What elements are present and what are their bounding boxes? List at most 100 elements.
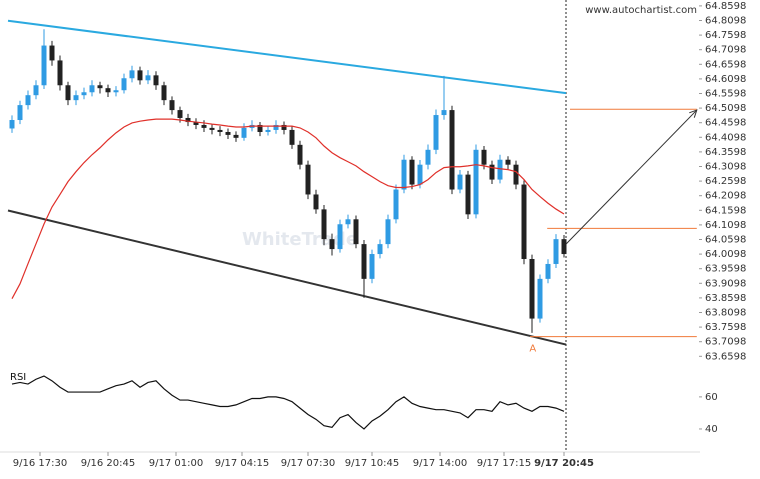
candle-body xyxy=(137,70,143,81)
y-tick-label: 63.8098 xyxy=(705,307,746,318)
candle-body xyxy=(345,219,351,225)
candle-body xyxy=(473,149,479,215)
candle-body xyxy=(289,129,295,145)
x-tick-label: 9/17 20:45 xyxy=(534,458,594,469)
candle-body xyxy=(129,70,135,79)
y-tick-label: 63.6598 xyxy=(705,351,746,362)
y-tick-label: 64.0598 xyxy=(705,234,746,245)
rsi-label: RSI xyxy=(10,372,26,383)
y-tick-label: 64.4098 xyxy=(705,132,746,143)
candle-body xyxy=(425,149,431,165)
y-tick-label: 64.8098 xyxy=(705,15,746,26)
candle-body xyxy=(89,85,95,93)
candle-body xyxy=(313,194,319,210)
point-label: A xyxy=(529,344,536,355)
candle-body xyxy=(545,263,551,279)
candle-body xyxy=(217,129,223,132)
candle-body xyxy=(497,159,503,180)
y-tick-label: 64.3098 xyxy=(705,161,746,172)
y-tick-label: 64.1098 xyxy=(705,220,746,231)
candle-body xyxy=(161,85,167,101)
candle-body xyxy=(193,122,199,125)
candle-body xyxy=(233,134,239,138)
candle-body xyxy=(113,90,119,93)
candle-body xyxy=(57,60,63,86)
candle-body xyxy=(177,110,183,118)
source: www.autochartist.com xyxy=(585,5,697,16)
candle-body xyxy=(273,124,279,130)
candle-body xyxy=(457,174,463,190)
candle-body xyxy=(433,115,439,150)
candle-body xyxy=(33,85,39,96)
candle-body xyxy=(153,75,159,86)
y-tick-label: 63.8598 xyxy=(705,293,746,304)
y-tick-label: 64.2598 xyxy=(705,176,746,187)
rsi-line xyxy=(11,375,565,430)
candle-body xyxy=(441,110,447,116)
watermark: WhiteTrade xyxy=(242,229,358,250)
candle-body xyxy=(409,159,415,185)
candle-body xyxy=(49,45,55,61)
y-tick-label: 64.5098 xyxy=(705,103,746,114)
candle-body xyxy=(297,144,303,165)
candle-body xyxy=(449,110,455,190)
candle-body xyxy=(465,174,471,215)
candle-body xyxy=(81,92,87,96)
candle-body xyxy=(561,239,567,255)
candle-body xyxy=(321,209,327,240)
candle-body xyxy=(369,254,375,279)
candle-body xyxy=(489,164,495,180)
candle-body xyxy=(305,164,311,195)
candle-body xyxy=(385,219,391,245)
y-tick-label: 64.7098 xyxy=(705,45,746,56)
candle-body xyxy=(553,239,559,264)
y-tick-label: 64.5598 xyxy=(705,88,746,99)
candle-body xyxy=(209,127,215,130)
y-tick-label: 63.9598 xyxy=(705,264,746,275)
candle-body xyxy=(337,224,343,250)
candle-body xyxy=(505,159,511,165)
candle-body xyxy=(353,219,359,245)
y-tick-label: 64.2098 xyxy=(705,191,746,202)
candle-body xyxy=(281,124,287,130)
x-tick-label: 9/17 07:30 xyxy=(281,458,335,469)
x-tick-label: 9/16 17:30 xyxy=(13,458,67,469)
candle-body xyxy=(25,95,31,106)
candle-body xyxy=(201,124,207,128)
candle-body xyxy=(377,244,383,255)
candle-body xyxy=(65,85,71,101)
moving-average xyxy=(11,118,565,299)
y-tick-label: 64.6098 xyxy=(705,74,746,85)
candle-body xyxy=(9,120,15,129)
x-tick-label: 9/17 14:00 xyxy=(413,458,467,469)
candle-body xyxy=(241,127,247,138)
x-tick-label: 9/16 20:45 xyxy=(81,458,135,469)
candle-body xyxy=(481,149,487,165)
forecast-arrow xyxy=(565,109,698,245)
candle-body xyxy=(513,164,519,185)
x-tick-label: 9/17 01:00 xyxy=(149,458,203,469)
candle-body xyxy=(329,239,335,250)
rsi-tick-label: 40 xyxy=(705,424,718,435)
x-tick-label: 9/17 04:15 xyxy=(215,458,269,469)
y-tick-label: 64.4598 xyxy=(705,118,746,129)
candle-body xyxy=(537,278,543,319)
y-tick-label: 64.6598 xyxy=(705,59,746,70)
channel-upper xyxy=(7,19,567,95)
y-tick-label: 64.0098 xyxy=(705,249,746,260)
candle-body xyxy=(145,75,151,81)
candle-body xyxy=(121,78,127,91)
channel-lower xyxy=(7,209,567,346)
candle-body xyxy=(361,244,367,279)
candle-body xyxy=(257,124,263,132)
candle-body xyxy=(265,129,271,132)
arrow-head xyxy=(689,109,698,118)
candle-body xyxy=(417,164,423,185)
candle-body xyxy=(73,95,79,101)
candle-body xyxy=(105,88,111,93)
candle-body xyxy=(225,131,231,135)
y-tick-label: 63.9098 xyxy=(705,278,746,289)
rsi-tick-label: 60 xyxy=(705,392,718,403)
